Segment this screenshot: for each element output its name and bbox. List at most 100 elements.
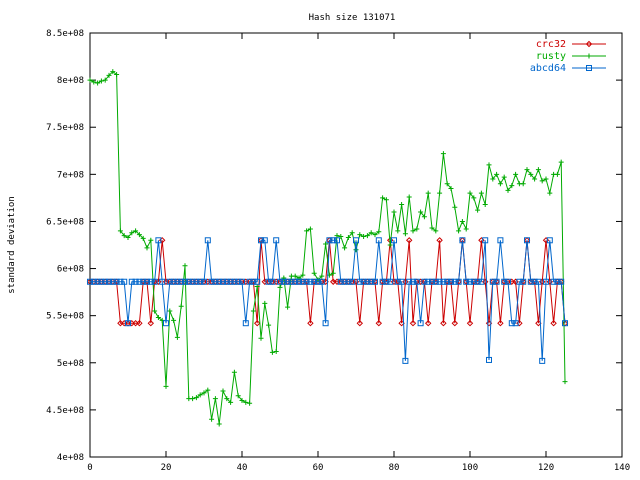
data-point-plus <box>117 228 123 234</box>
data-point-plus <box>174 334 180 340</box>
data-point-square <box>356 278 363 285</box>
data-point-square <box>121 278 128 285</box>
data-point-plus <box>448 185 454 191</box>
data-point-square <box>463 278 470 285</box>
data-point-diamond <box>585 40 593 48</box>
legend-item-rusty: rusty <box>536 51 606 62</box>
data-point-square <box>170 278 177 285</box>
data-point-diamond <box>409 319 417 327</box>
data-point-square <box>136 278 143 285</box>
data-point-plus <box>349 230 355 236</box>
data-point-square <box>349 278 356 285</box>
data-point-plus <box>456 228 462 234</box>
data-point-plus <box>342 245 348 251</box>
data-point-square <box>102 278 109 285</box>
data-point-square <box>201 278 207 285</box>
data-point-square <box>318 278 325 285</box>
data-point-square <box>535 278 542 285</box>
data-point-square <box>204 237 211 244</box>
x-tick-label: 60 <box>313 463 324 473</box>
data-point-square <box>246 278 253 285</box>
data-point-square <box>193 278 200 285</box>
data-point-plus <box>114 71 120 77</box>
x-tick-label: 80 <box>389 463 400 473</box>
data-point-plus <box>163 383 169 389</box>
data-point-square <box>109 278 116 285</box>
data-point-diamond <box>307 319 314 327</box>
legend-label: abcd64 <box>530 63 566 74</box>
data-point-plus <box>201 390 207 396</box>
data-point-diamond <box>253 319 261 327</box>
data-point-plus <box>421 214 427 220</box>
data-point-plus <box>429 225 435 231</box>
data-point-square <box>531 278 538 285</box>
data-point-plus <box>136 232 142 238</box>
data-point-square <box>337 278 344 285</box>
plot-area-border <box>89 32 623 458</box>
data-point-square <box>486 356 492 363</box>
data-point-plus <box>231 369 237 375</box>
data-point-square <box>493 278 500 285</box>
data-point-square <box>345 278 352 285</box>
data-point-square <box>436 278 443 285</box>
data-point-square <box>265 278 272 285</box>
data-point-square <box>558 278 565 285</box>
series-line-abcd64 <box>90 239 566 361</box>
data-point-plus <box>433 228 439 234</box>
data-point-square <box>90 278 97 285</box>
data-point-plus <box>155 315 161 321</box>
data-point-plus <box>110 69 116 75</box>
data-point-square <box>315 278 321 285</box>
data-point-plus <box>353 247 359 253</box>
data-point-plus <box>547 190 553 196</box>
data-point-square <box>440 278 447 285</box>
data-point-diamond <box>497 319 504 327</box>
data-point-plus <box>247 400 253 406</box>
data-point-plus <box>459 218 465 224</box>
data-point-square <box>478 278 485 285</box>
data-point-square <box>197 278 204 285</box>
data-point-square <box>242 320 249 327</box>
data-point-plus <box>452 204 458 210</box>
data-point-plus <box>266 322 272 328</box>
data-point-square <box>296 278 302 285</box>
data-point-plus <box>311 270 317 276</box>
data-point-plus <box>520 181 526 187</box>
data-point-plus <box>490 176 496 182</box>
data-point-square <box>182 278 188 285</box>
data-point-plus <box>509 183 515 189</box>
y-tick-label: 8.5e+08 <box>46 29 84 39</box>
data-point-square <box>151 278 158 285</box>
data-point-square <box>391 237 397 244</box>
data-point-diamond <box>375 319 383 327</box>
data-point-square <box>421 278 428 285</box>
data-point-plus <box>243 399 249 405</box>
data-point-square <box>410 278 416 285</box>
data-point-plus <box>121 233 127 239</box>
data-point-diamond <box>424 319 432 327</box>
data-point-square <box>280 278 287 285</box>
data-point-square <box>444 278 451 285</box>
data-point-plus <box>558 159 564 165</box>
data-point-square <box>125 320 131 327</box>
data-point-plus <box>380 195 386 201</box>
data-point-plus <box>319 273 325 279</box>
data-point-square <box>326 237 333 244</box>
data-point-square <box>387 278 394 285</box>
data-point-plus <box>494 171 500 177</box>
data-point-plus <box>102 77 108 83</box>
data-point-square <box>98 278 105 285</box>
data-point-diamond <box>356 319 364 327</box>
data-point-plus <box>463 226 469 232</box>
data-point-plus <box>376 229 382 235</box>
data-point-square <box>459 237 466 244</box>
data-point-plus <box>216 421 222 427</box>
data-point-plus <box>535 167 541 173</box>
data-point-plus <box>586 53 592 59</box>
data-point-square <box>227 278 234 285</box>
data-point-plus <box>478 190 484 196</box>
data-point-plus <box>239 397 245 403</box>
data-point-diamond <box>405 237 413 244</box>
data-point-plus <box>133 228 139 234</box>
